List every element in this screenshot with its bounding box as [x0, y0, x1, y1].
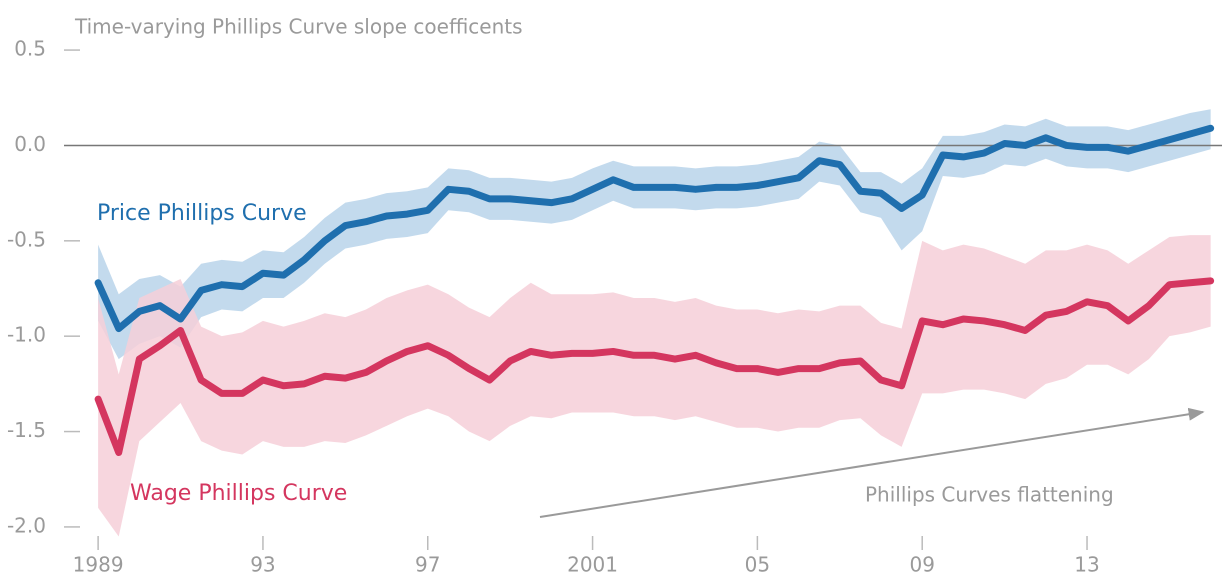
x-tick-label: 1989 [73, 553, 124, 577]
x-tick-label: 93 [250, 553, 275, 577]
x-tick-label: 97 [415, 553, 440, 577]
y-tick-label: 0.5 [14, 37, 46, 61]
x-tick-label: 2001 [567, 553, 618, 577]
chart-title: Time-varying Phillips Curve slope coeffi… [74, 15, 523, 39]
confidence-band [98, 235, 1211, 537]
price-label: Price Phillips Curve [97, 201, 307, 226]
wage-label: Wage Phillips Curve [130, 481, 347, 506]
y-tick-label: -2.0 [7, 513, 46, 537]
y-tick-label: -0.5 [7, 227, 46, 251]
annotation: Phillips Curves flattening [865, 483, 1114, 507]
x-tick-label: 05 [745, 553, 770, 577]
x-tick-label: 13 [1074, 553, 1099, 577]
series-line [94, 124, 1215, 333]
y-tick-label: -1.0 [7, 323, 46, 347]
x-tick-label: 09 [909, 553, 934, 577]
y-tick-label: 0.0 [14, 132, 46, 156]
series-line [94, 277, 1215, 457]
annotation-arrow [539, 407, 1205, 518]
y-tick-label: -1.5 [7, 418, 46, 442]
